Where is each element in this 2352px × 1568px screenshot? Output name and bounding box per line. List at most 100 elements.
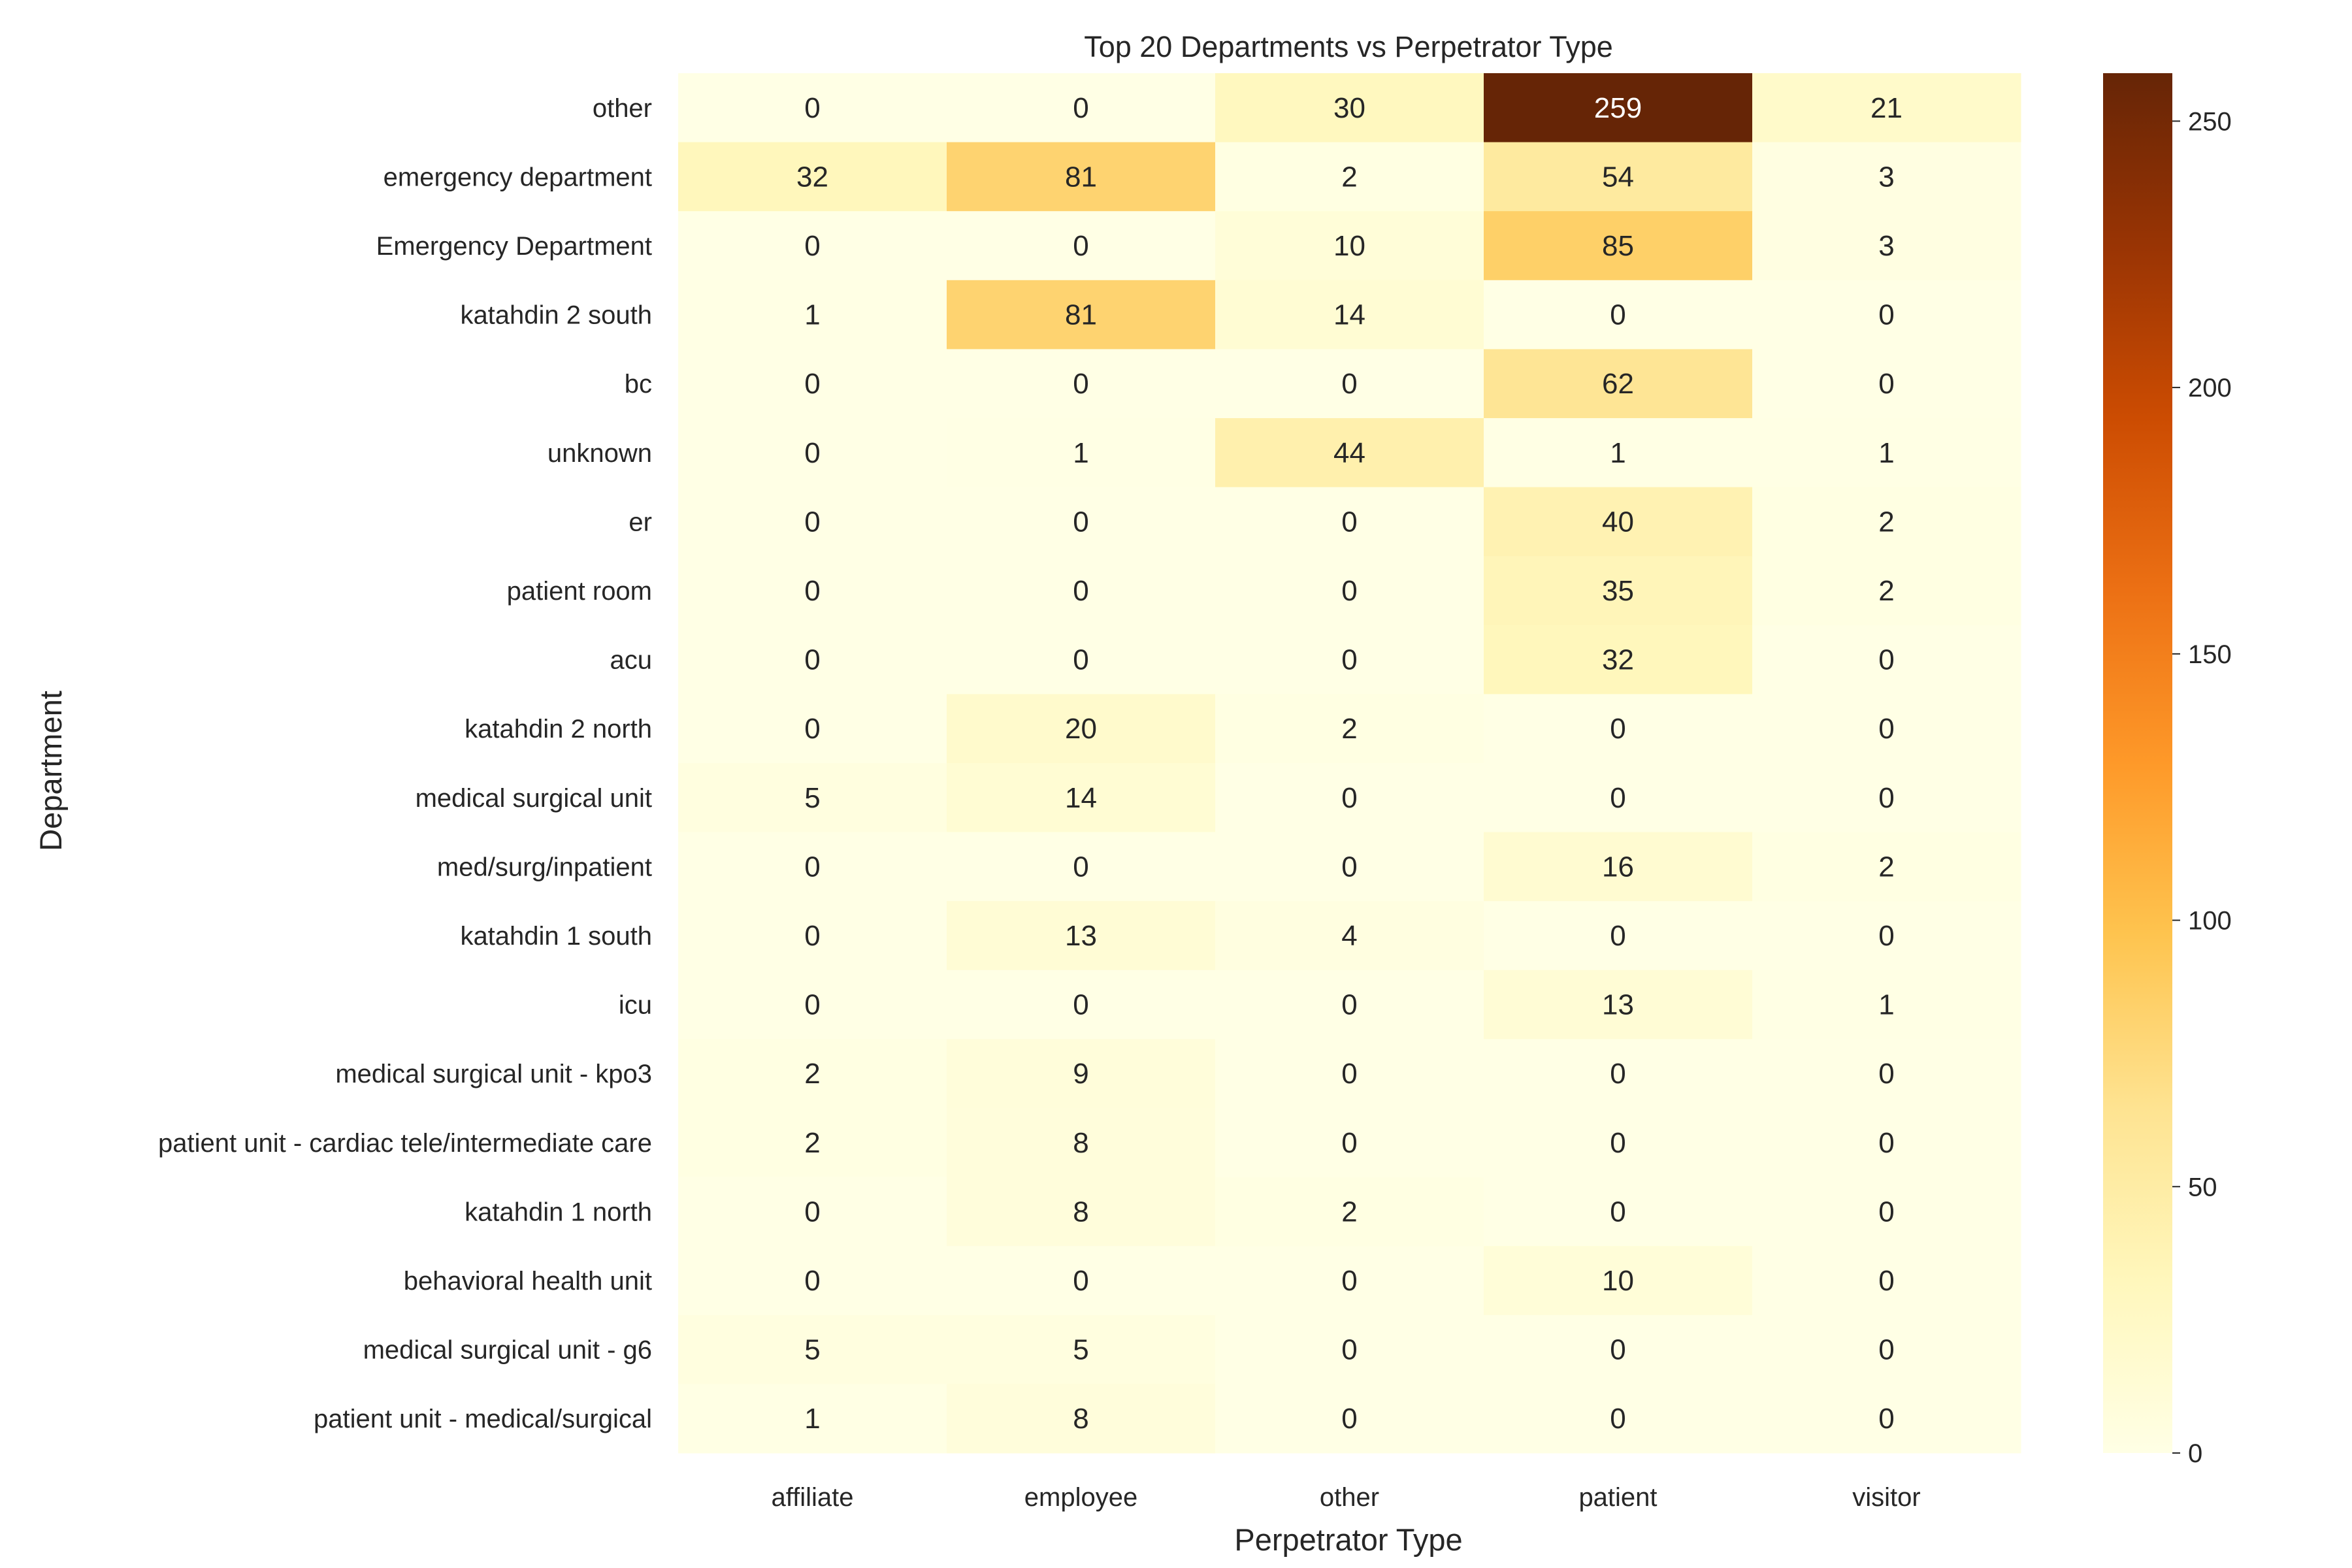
heatmap-cell xyxy=(1215,349,1484,419)
heatmap-cell xyxy=(1752,1177,2021,1247)
cell-value-label: 0 xyxy=(1341,368,1357,400)
heatmap-cell xyxy=(947,280,1216,350)
heatmap-cell xyxy=(678,556,947,626)
cell-value-label: 1 xyxy=(804,299,820,331)
cell-value-label: 0 xyxy=(1341,506,1357,538)
cell-value-label: 5 xyxy=(804,1334,820,1366)
cell-value-label: 0 xyxy=(804,368,820,400)
cell-value-label: 0 xyxy=(1610,299,1625,331)
cell-value-label: 0 xyxy=(1073,1265,1088,1297)
heatmap-cell xyxy=(947,142,1216,212)
cell-value-label: 20 xyxy=(1065,713,1097,745)
heatmap-cell xyxy=(1215,280,1484,350)
cell-value-label: 0 xyxy=(1341,1403,1357,1435)
heatmap-cell xyxy=(1752,211,2021,281)
cell-value-label: 44 xyxy=(1333,437,1365,469)
column-labels: affiliate employee other patient visitor xyxy=(771,1483,1920,1512)
cell-value-label: 0 xyxy=(1073,92,1088,124)
heatmap-cell xyxy=(947,349,1216,419)
column-tick-label: other xyxy=(1320,1483,1379,1512)
cell-value-label: 1 xyxy=(1878,437,1894,469)
cell-value-label: 10 xyxy=(1333,230,1365,262)
heatmap-cell xyxy=(678,1177,947,1247)
heatmap-cell xyxy=(1752,763,2021,833)
heatmap-cell xyxy=(1215,970,1484,1039)
cell-value-label: 0 xyxy=(1073,230,1088,262)
heatmap-cell xyxy=(1484,1039,1753,1109)
cell-value-label: 0 xyxy=(1610,1196,1625,1228)
heatmap-cell xyxy=(1752,73,2021,143)
heatmap-cell xyxy=(678,763,947,833)
row-tick-label: patient unit - cardiac tele/intermediate… xyxy=(158,1129,652,1158)
heatmap-cell xyxy=(1215,487,1484,557)
cell-value-label: 2 xyxy=(1878,575,1894,607)
cell-value-label: 0 xyxy=(1610,920,1625,952)
cell-value-label: 0 xyxy=(1341,989,1357,1021)
cell-value-label: 0 xyxy=(804,230,820,262)
heatmap-cell xyxy=(1752,694,2021,764)
heatmap-cell xyxy=(1752,1108,2021,1178)
cell-value-label: 2 xyxy=(804,1058,820,1090)
cell-value-label: 21 xyxy=(1870,92,1903,124)
row-tick-label: emergency department xyxy=(384,163,652,191)
heatmap-cell xyxy=(947,1315,1216,1384)
row-tick-label: er xyxy=(629,508,652,536)
cell-value-label: 2 xyxy=(1878,506,1894,538)
cell-value-label: 32 xyxy=(796,161,828,193)
cell-value-label: 0 xyxy=(804,1196,820,1228)
cell-value-label: 0 xyxy=(804,437,820,469)
cell-value-label: 0 xyxy=(1073,851,1088,883)
row-tick-label: medical surgical unit - kpo3 xyxy=(335,1060,652,1088)
cell-value-label: 1 xyxy=(1610,437,1625,469)
cell-value-label: 0 xyxy=(804,575,820,607)
heatmap-cell xyxy=(947,1384,1216,1454)
heatmap-cell xyxy=(1484,901,1753,971)
heatmap-cell xyxy=(1752,1384,2021,1454)
heatmap-cell xyxy=(1215,1315,1484,1384)
heatmap-cell xyxy=(1484,625,1753,694)
heatmap-cell xyxy=(1215,901,1484,971)
column-tick-label: patient xyxy=(1578,1483,1657,1512)
cell-value-label: 5 xyxy=(804,782,820,814)
cell-value-label: 35 xyxy=(1602,575,1634,607)
heatmap-cell xyxy=(1215,1384,1484,1454)
cell-value-label: 2 xyxy=(1341,713,1357,745)
colorbar-gradient xyxy=(2103,73,2172,1453)
row-tick-label: medical surgical unit - g6 xyxy=(363,1336,652,1365)
cell-value-label: 0 xyxy=(1341,1058,1357,1090)
row-tick-label: icu xyxy=(619,991,652,1020)
cell-value-label: 3 xyxy=(1878,161,1894,193)
cell-value-label: 8 xyxy=(1073,1127,1088,1159)
heatmap-cell xyxy=(947,694,1216,764)
heatmap-cell xyxy=(678,1246,947,1316)
row-tick-label: medical surgical unit xyxy=(416,784,652,813)
cell-value-label: 0 xyxy=(1878,1265,1894,1297)
heatmap-cell xyxy=(1484,418,1753,488)
cell-value-label: 2 xyxy=(1878,851,1894,883)
heatmap-cell xyxy=(1484,1384,1753,1454)
chart-title: Top 20 Departments vs Perpetrator Type xyxy=(1084,30,1613,63)
heatmap-cell xyxy=(678,211,947,281)
cell-value-label: 0 xyxy=(1341,1265,1357,1297)
row-tick-label: patient unit - medical/surgical xyxy=(314,1405,652,1433)
heatmap-cell xyxy=(678,1039,947,1109)
cell-value-label: 40 xyxy=(1602,506,1634,538)
cell-value-label: 62 xyxy=(1602,368,1634,400)
heatmap-cell xyxy=(1484,763,1753,833)
heatmap-cell xyxy=(947,556,1216,626)
heatmap-cell xyxy=(1484,556,1753,626)
heatmap-cell xyxy=(1215,1177,1484,1247)
heatmap-cell xyxy=(1484,280,1753,350)
cell-value-label: 259 xyxy=(1594,92,1642,124)
cell-value-label: 0 xyxy=(1341,851,1357,883)
heatmap-cell xyxy=(678,349,947,419)
cell-value-label: 14 xyxy=(1065,782,1097,814)
heatmap-cell xyxy=(947,1246,1216,1316)
heatmap-cell xyxy=(947,625,1216,694)
cell-value-label: 2 xyxy=(804,1127,820,1159)
heatmap-cell xyxy=(678,970,947,1039)
cell-value-label: 0 xyxy=(1073,506,1088,538)
cell-value-label: 0 xyxy=(804,989,820,1021)
heatmap-cell xyxy=(1752,1315,2021,1384)
